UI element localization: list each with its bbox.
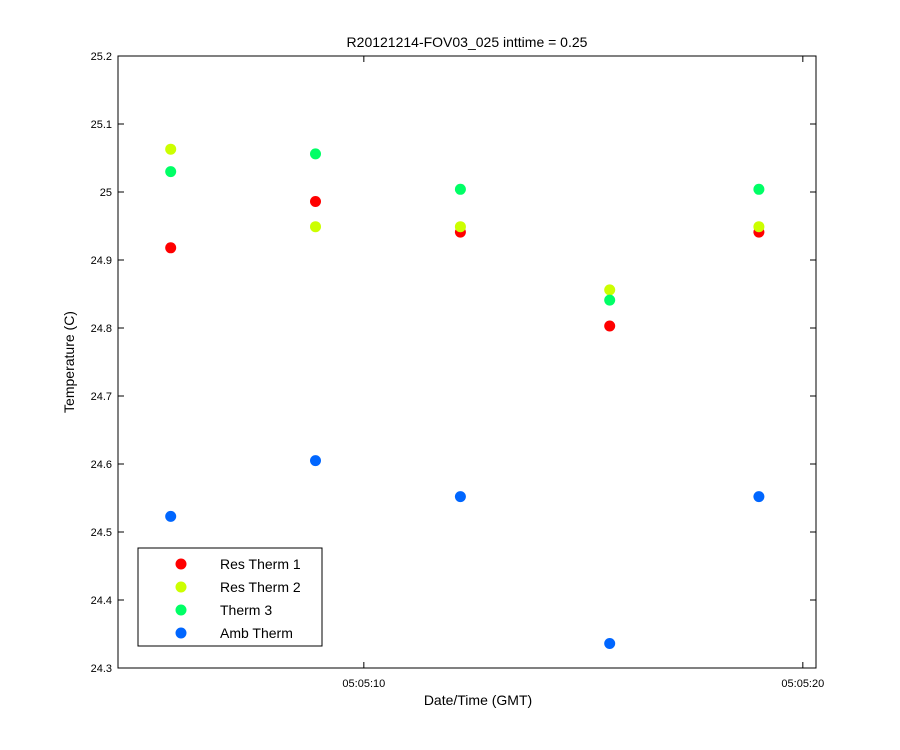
data-point-res-therm-1 bbox=[165, 242, 177, 254]
data-point-therm-3 bbox=[165, 166, 177, 178]
y-tick-label: 25 bbox=[100, 187, 112, 199]
data-point-amb-therm bbox=[753, 491, 765, 503]
data-point-amb-therm bbox=[604, 638, 616, 649]
x-tick-label: 05:05:20 bbox=[781, 678, 824, 690]
data-point-therm-3 bbox=[310, 148, 321, 160]
data-point-res-therm-1 bbox=[604, 320, 616, 332]
y-tick-label: 25.2 bbox=[91, 51, 112, 63]
data-point-therm-3 bbox=[604, 294, 616, 306]
legend-marker-res-therm-2 bbox=[175, 581, 187, 593]
data-point-amb-therm bbox=[310, 455, 321, 467]
data-point-res-therm-2 bbox=[753, 221, 765, 233]
legend-marker-amb-therm bbox=[175, 627, 187, 639]
data-point-amb-therm bbox=[165, 510, 177, 522]
data-point-res-therm-2 bbox=[454, 221, 466, 233]
data-point-therm-3 bbox=[753, 183, 765, 195]
data-point-res-therm-2 bbox=[165, 143, 177, 155]
legend-label-therm-3: Therm 3 bbox=[220, 602, 272, 618]
axis-ticks: 24.3 24.4 24.5 24.6 24.7 24.8 24.9 25 25.1 25.2 05… bbox=[91, 51, 825, 690]
legend-marker-therm-3 bbox=[175, 604, 187, 616]
data-point-therm-3 bbox=[454, 183, 466, 195]
series-amb-therm bbox=[165, 455, 765, 649]
x-tick-label: 05:05:10 bbox=[342, 678, 385, 690]
series-res-therm-2 bbox=[165, 143, 765, 296]
legend-label-res-therm-2: Res Therm 2 bbox=[220, 579, 301, 595]
y-tick-label: 25.1 bbox=[91, 119, 112, 131]
legend-label-amb-therm: Amb Therm bbox=[220, 625, 293, 641]
data-points bbox=[165, 143, 765, 649]
data-point-amb-therm bbox=[454, 491, 466, 503]
legend-box bbox=[137, 547, 323, 647]
series-therm-3 bbox=[165, 148, 765, 306]
data-point-res-therm-2 bbox=[310, 221, 321, 233]
y-tick-label: 24.7 bbox=[91, 391, 112, 403]
y-axis-label: Temperature (C) bbox=[61, 311, 77, 413]
y-tick-label: 24.9 bbox=[91, 255, 112, 267]
data-point-res-therm-1 bbox=[310, 196, 321, 207]
data-point-res-therm-2 bbox=[604, 284, 616, 296]
y-tick-label: 24.6 bbox=[91, 459, 112, 471]
x-axis-label: Date/Time (GMT) bbox=[424, 692, 532, 708]
y-tick-label: 24.8 bbox=[91, 323, 112, 335]
legend-marker-res-therm-1 bbox=[175, 558, 187, 570]
chart-title: R20121214-FOV03_025 inttime = 0.25 bbox=[347, 34, 588, 50]
legend: Res Therm 1 Res Therm 2 Therm 3 Amb Ther… bbox=[137, 547, 323, 647]
y-tick-label: 24.3 bbox=[91, 663, 112, 675]
legend-label-res-therm-1: Res Therm 1 bbox=[220, 556, 301, 572]
y-tick-label: 24.4 bbox=[91, 595, 112, 607]
y-tick-label: 24.5 bbox=[91, 527, 112, 539]
